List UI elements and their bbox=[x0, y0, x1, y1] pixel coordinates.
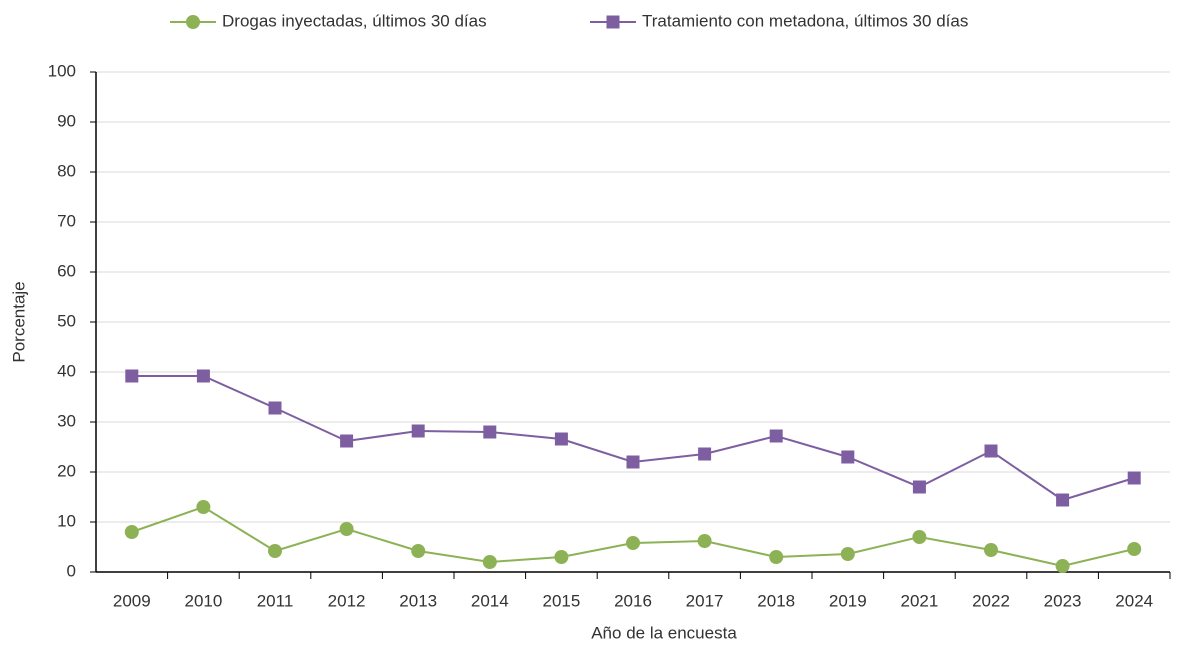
data-point bbox=[1056, 493, 1070, 507]
legend-label: Drogas inyectadas, últimos 30 días bbox=[222, 11, 487, 30]
x-tick-label: 2018 bbox=[757, 591, 795, 610]
data-point bbox=[268, 401, 282, 415]
x-tick-label: 2019 bbox=[829, 591, 867, 610]
x-tick-label: 2009 bbox=[113, 591, 151, 610]
data-point bbox=[769, 429, 783, 443]
data-point bbox=[268, 544, 282, 558]
y-tick-label: 90 bbox=[57, 111, 76, 130]
y-tick-label: 30 bbox=[57, 411, 76, 430]
x-tick-label: 2012 bbox=[328, 591, 366, 610]
x-tick-label: 2013 bbox=[399, 591, 437, 610]
x-axis-title: Año de la encuesta bbox=[591, 623, 737, 642]
data-point bbox=[411, 544, 426, 558]
data-point bbox=[1055, 559, 1070, 573]
y-tick-label: 0 bbox=[67, 561, 76, 580]
data-point bbox=[984, 543, 998, 557]
x-tick-label: 2014 bbox=[471, 591, 509, 610]
data-point bbox=[697, 534, 712, 548]
data-point bbox=[411, 424, 425, 438]
data-point bbox=[554, 550, 569, 564]
y-tick-label: 60 bbox=[57, 261, 76, 280]
data-point bbox=[340, 434, 354, 448]
y-axis-title: Porcentaje bbox=[9, 281, 28, 362]
data-point bbox=[769, 550, 784, 564]
y-tick-label: 10 bbox=[57, 511, 76, 530]
data-point bbox=[554, 432, 568, 446]
x-tick-label: 2016 bbox=[614, 591, 652, 610]
x-tick-label: 2015 bbox=[542, 591, 580, 610]
y-tick-label: 50 bbox=[57, 311, 76, 330]
x-tick-label: 2017 bbox=[686, 591, 724, 610]
y-tick-label: 70 bbox=[57, 211, 76, 230]
data-point bbox=[912, 480, 926, 494]
legend-marker bbox=[186, 15, 200, 29]
data-point bbox=[840, 547, 855, 561]
x-tick-label: 2010 bbox=[184, 591, 222, 610]
data-point bbox=[626, 536, 640, 550]
x-tick-label: 2021 bbox=[900, 591, 938, 610]
data-point bbox=[841, 450, 855, 464]
data-point bbox=[1127, 542, 1142, 556]
data-point bbox=[125, 369, 139, 383]
y-tick-label: 40 bbox=[57, 361, 76, 380]
legend-marker bbox=[606, 15, 620, 29]
data-point bbox=[483, 425, 497, 439]
data-point bbox=[1127, 471, 1141, 485]
y-tick-label: 80 bbox=[57, 161, 76, 180]
data-point bbox=[984, 444, 998, 458]
data-point bbox=[196, 500, 211, 514]
data-point bbox=[912, 530, 927, 544]
y-tick-label: 20 bbox=[57, 461, 76, 480]
x-tick-label: 2011 bbox=[257, 591, 294, 610]
data-point bbox=[698, 447, 712, 461]
y-tick-label: 100 bbox=[48, 61, 76, 80]
data-point bbox=[626, 455, 640, 469]
data-point bbox=[482, 555, 497, 569]
data-point bbox=[124, 525, 139, 539]
data-point bbox=[339, 522, 354, 536]
data-point bbox=[196, 369, 210, 383]
x-tick-label: 2022 bbox=[972, 591, 1010, 610]
series-line bbox=[131, 375, 1135, 502]
x-tick-label: 2023 bbox=[1044, 591, 1082, 610]
legend-label: Tratamiento con metadona, últimos 30 día… bbox=[642, 11, 968, 30]
x-tick-label: 2024 bbox=[1115, 591, 1153, 610]
